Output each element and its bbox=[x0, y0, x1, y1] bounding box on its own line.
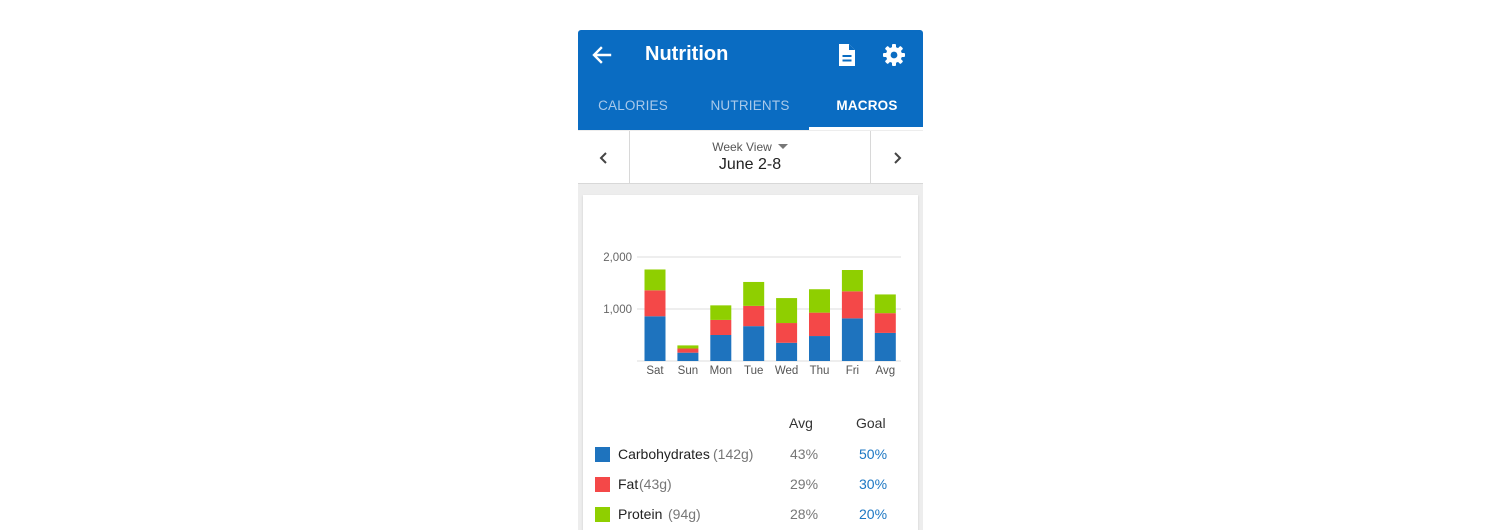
bar-segment-carbohydrates bbox=[776, 342, 798, 361]
bar-segment-carbohydrates bbox=[874, 332, 896, 361]
x-tick-label: Mon bbox=[710, 365, 732, 377]
goal-column-header: Goal bbox=[856, 415, 886, 431]
macro-name: Fat bbox=[618, 476, 639, 492]
macro-avg-percent: 29% bbox=[790, 476, 819, 492]
report-button[interactable] bbox=[836, 43, 858, 67]
bar-segment-protein bbox=[743, 281, 765, 306]
macro-goal-percent[interactable]: 50% bbox=[859, 446, 888, 462]
x-tick-label: Fri bbox=[846, 365, 859, 377]
y-tick-label: 2,000 bbox=[603, 252, 632, 264]
bar-segment-protein bbox=[644, 269, 666, 291]
bar-segment-carbohydrates bbox=[809, 336, 830, 361]
bar-segment-carbohydrates bbox=[677, 352, 699, 361]
previous-week-button[interactable] bbox=[578, 131, 630, 184]
back-arrow-icon bbox=[592, 46, 612, 64]
bar-segment-fat bbox=[776, 323, 798, 343]
bar-segment-fat bbox=[710, 319, 732, 335]
x-tick-label: Sun bbox=[678, 365, 698, 377]
macro-grams: (94g) bbox=[668, 506, 701, 522]
settings-gear-icon bbox=[883, 44, 905, 66]
chevron-right-icon bbox=[894, 151, 902, 164]
chevron-left-icon bbox=[599, 151, 607, 164]
bar-segment-carbohydrates bbox=[743, 326, 765, 361]
bar-segment-fat bbox=[809, 312, 830, 337]
settings-button[interactable] bbox=[882, 43, 906, 67]
macro-name: Carbohydrates bbox=[618, 446, 710, 462]
bar-segment-protein bbox=[710, 305, 732, 320]
macro-grams: (142g) bbox=[713, 446, 754, 462]
bar-segment-protein bbox=[809, 289, 830, 313]
bar-segment-protein bbox=[874, 294, 896, 314]
bar-segment-fat bbox=[743, 305, 765, 327]
macro-goal-percent[interactable]: 20% bbox=[859, 506, 888, 522]
macro-row-protein: Protein (94g) 28% 20% bbox=[583, 504, 918, 528]
legend-swatch bbox=[595, 507, 610, 522]
date-range: June 2-8 bbox=[718, 156, 782, 173]
bar-segment-fat bbox=[677, 348, 699, 353]
macro-goal-percent[interactable]: 30% bbox=[859, 476, 888, 492]
macro-grams: (43g) bbox=[639, 476, 672, 492]
app-bar: Nutrition CALORIES NUTRIE bbox=[578, 30, 923, 130]
bar-segment-protein bbox=[776, 298, 798, 324]
x-tick-label: Avg bbox=[875, 365, 895, 377]
x-tick-label: Tue bbox=[744, 365, 763, 377]
date-navigator: Week View June 2-8 bbox=[578, 131, 923, 184]
bar-segment-protein bbox=[841, 270, 863, 292]
tab-calories[interactable]: CALORIES bbox=[598, 98, 668, 113]
macros-card: 1,000 2,000 Sat Sun Mon Tue Wed Thu Fri Avg Avg G… bbox=[583, 195, 918, 530]
tab-nutrients[interactable]: NUTRIENTS bbox=[710, 98, 790, 113]
nutrition-screen: Nutrition CALORIES NUTRIE bbox=[578, 30, 923, 530]
active-tab-indicator bbox=[809, 127, 923, 130]
view-mode-label: Week View bbox=[630, 140, 870, 154]
avg-column-header: Avg bbox=[789, 415, 813, 431]
next-week-button[interactable] bbox=[870, 131, 923, 184]
macro-avg-percent: 43% bbox=[790, 446, 819, 462]
macro-avg-percent: 28% bbox=[790, 506, 819, 522]
x-tick-label: Thu bbox=[810, 365, 830, 377]
macro-row-fat: Fat (43g) 29% 30% bbox=[583, 474, 918, 498]
bar-segment-carbohydrates bbox=[841, 318, 863, 361]
bar-segment-protein bbox=[677, 345, 699, 349]
view-mode-text: Week View bbox=[712, 140, 772, 154]
report-document-icon bbox=[839, 44, 855, 66]
legend-swatch bbox=[595, 477, 610, 492]
bar-segment-fat bbox=[841, 291, 863, 319]
legend-swatch bbox=[595, 447, 610, 462]
back-button[interactable] bbox=[590, 42, 614, 68]
x-tick-label: Sat bbox=[646, 365, 664, 377]
y-tick-label: 1,000 bbox=[603, 304, 632, 316]
bar-segment-carbohydrates bbox=[644, 316, 666, 361]
tab-macros[interactable]: MACROS bbox=[836, 98, 898, 113]
bar-segment-fat bbox=[644, 290, 666, 317]
macro-name: Protein bbox=[618, 506, 663, 522]
bar-segment-fat bbox=[874, 313, 896, 333]
x-tick-label: Wed bbox=[775, 365, 798, 377]
dropdown-caret-icon bbox=[777, 144, 788, 149]
week-view-selector[interactable]: Week View June 2-8 bbox=[630, 131, 870, 184]
bar-segment-carbohydrates bbox=[710, 335, 732, 361]
macro-row-carbohydrates: Carbohydrates (142g) 43% 50% bbox=[583, 444, 918, 468]
page-title: Nutrition bbox=[645, 43, 729, 65]
macros-bar-chart: 1,000 2,000 Sat Sun Mon Tue Wed Thu Fri Avg bbox=[603, 252, 901, 377]
